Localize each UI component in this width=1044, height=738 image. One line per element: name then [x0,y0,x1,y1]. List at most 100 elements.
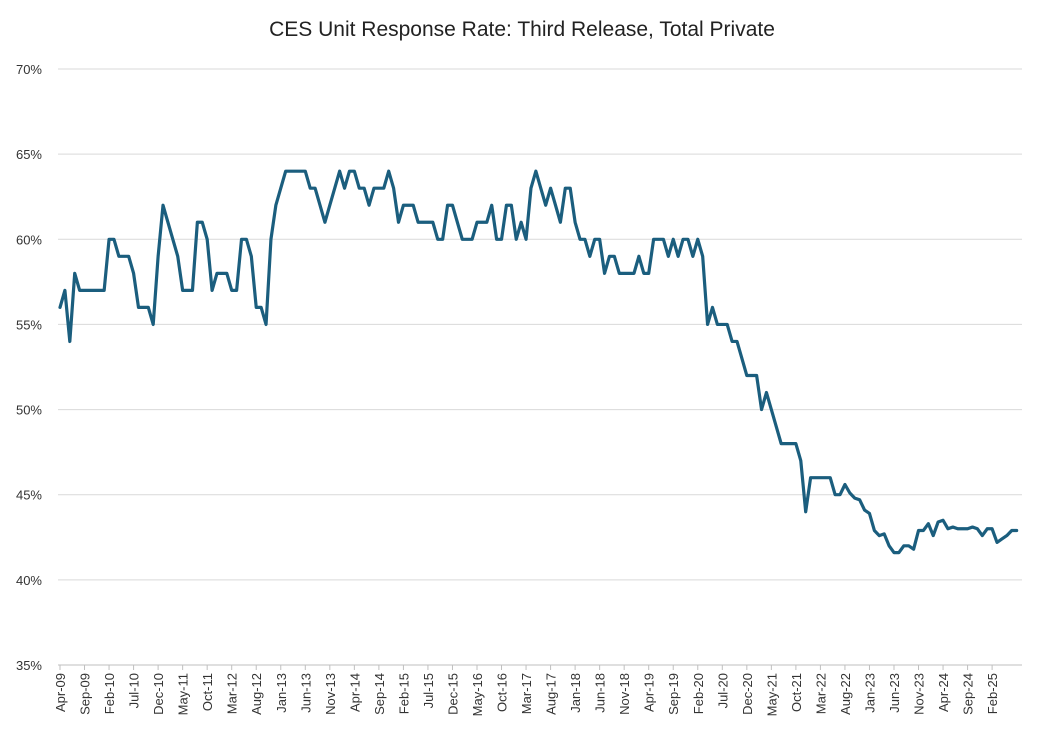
data-point [156,255,160,258]
data-point [539,187,542,190]
x-tick-label: Nov-23 [912,673,927,715]
data-point [917,529,920,532]
data-point [799,459,802,462]
data-point [745,374,749,377]
y-tick-label: 50% [16,403,42,418]
data-point [127,255,130,258]
data-point [878,534,881,537]
x-tick-label: Dec-20 [740,673,755,715]
data-point [578,238,582,241]
x-tick-label: May-11 [176,673,191,715]
x-tick-label: Jul-10 [127,673,142,708]
data-point [274,204,278,207]
data-point [721,323,724,326]
data-point [887,544,891,547]
x-tick-label: Jun-18 [593,673,608,713]
data-point [83,289,86,292]
data-point [524,238,528,241]
data-point [333,187,336,190]
data-point [73,272,76,275]
data-point [78,289,81,292]
data-point [647,272,650,275]
data-point [245,238,248,241]
x-tick-label: Dec-15 [445,673,460,715]
data-point [662,238,665,241]
data-point [848,491,852,495]
data-point [622,272,626,275]
data-point [976,527,979,530]
data-point [382,187,385,190]
data-point [353,169,356,173]
x-tick-label: Sep-24 [961,673,976,715]
data-point [367,204,371,207]
y-tick-label: 45% [16,488,42,503]
data-point [569,187,572,190]
data-point [377,187,381,190]
data-point [794,442,798,445]
data-point [701,255,704,258]
data-point [941,519,945,522]
data-point [304,169,307,173]
data-point [927,522,930,525]
data-point [951,525,955,529]
data-point [838,493,842,496]
data-point [770,408,773,411]
data-point [362,187,366,190]
x-tick-label: Dec-10 [151,673,166,715]
data-point [618,272,621,275]
data-point [549,187,552,190]
data-point [107,238,111,241]
data-point [137,306,140,309]
data-point [58,306,62,309]
data-point [593,238,596,241]
data-point [897,551,901,554]
data-point [387,169,390,173]
data-point [431,221,435,224]
data-point [284,169,287,173]
data-point [98,289,101,292]
data-point [338,169,341,173]
x-tick-label: Aug-12 [249,673,264,715]
x-tick-label: Mar-12 [225,673,240,714]
data-point [627,272,631,275]
data-point [122,255,125,258]
data-point [735,340,739,343]
data-point [946,527,950,530]
data-point [318,204,322,207]
y-tick-label: 70% [16,62,42,77]
data-point [691,255,695,258]
y-tick-label: 35% [16,658,42,673]
data-point [402,204,405,207]
data-point [775,425,778,428]
data-point [490,204,493,207]
data-point [88,289,91,292]
data-point [814,476,817,479]
data-point [250,255,253,258]
x-tick-label: Jul-20 [715,673,730,708]
x-tick-label: Sep-19 [666,673,681,715]
data-point [829,476,832,479]
chart-title: CES Unit Response Rate: Third Release, T… [269,18,775,41]
data-point [456,221,459,224]
data-point [358,187,361,190]
data-point [726,323,729,326]
x-tick-label: Apr-24 [936,673,951,712]
x-tick-label: May-21 [764,673,779,716]
data-point [176,255,179,258]
data-point [161,204,165,207]
data-point [372,187,376,190]
x-tick-label: Jun-23 [887,673,902,713]
x-axis-ticks [59,665,993,670]
data-point [225,272,228,275]
data-point [971,525,974,529]
data-point [843,483,847,486]
data-point [995,541,999,544]
data-point [686,238,690,241]
data-point [191,289,194,292]
data-point [152,323,155,326]
x-tick-label: Sep-09 [78,673,93,715]
data-point [986,527,989,530]
x-tick-label: Jan-18 [568,673,583,713]
data-point [485,221,489,224]
x-tick-label: Aug-22 [838,673,853,715]
